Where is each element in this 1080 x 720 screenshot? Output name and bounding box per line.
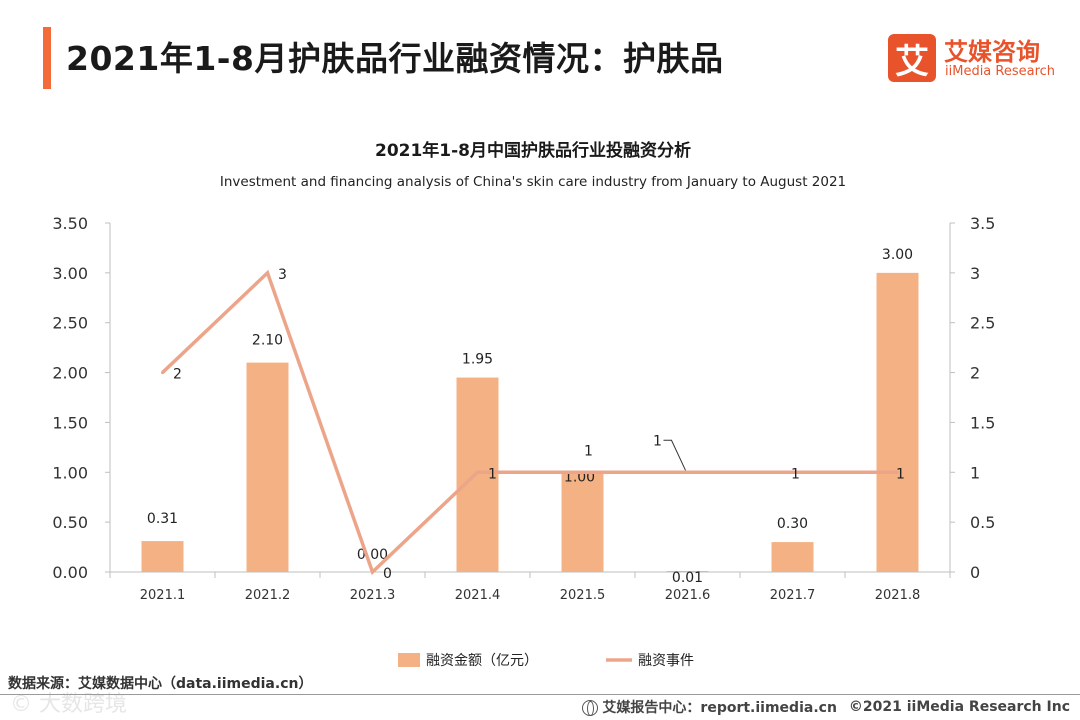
line-point bbox=[371, 570, 374, 574]
y-tick-right-label: 3 bbox=[970, 264, 980, 283]
y-tick-left-label: 0.50 bbox=[52, 513, 88, 532]
y-tick-right-label: 2.5 bbox=[970, 314, 995, 333]
logo-text-cn: 艾媒咨询 bbox=[944, 38, 1040, 66]
y-tick-left-label: 1.00 bbox=[52, 463, 88, 482]
bar bbox=[561, 472, 604, 572]
chart: 2021年1-8月中国护肤品行业投融资分析 Investment and fin… bbox=[52, 140, 995, 669]
y-tick-left-label: 3.00 bbox=[52, 264, 88, 283]
label-leader-line bbox=[663, 439, 686, 471]
bar bbox=[246, 362, 289, 572]
line-point bbox=[161, 371, 164, 375]
x-tick-label: 2021.1 bbox=[140, 588, 186, 603]
iimedia-logo: 艾 艾媒咨询 iiMedia Research bbox=[888, 34, 1063, 84]
bar-data-label: 2.10 bbox=[252, 333, 283, 349]
line-point bbox=[686, 470, 689, 474]
report-site-text: 艾媒报告中心：report.iimedia.cn bbox=[602, 700, 837, 716]
y-tick-right-label: 1.5 bbox=[970, 413, 995, 432]
line-data-label: 1 bbox=[653, 433, 662, 449]
watermark: © 大数跨境 bbox=[10, 692, 127, 717]
line-point bbox=[266, 271, 269, 275]
y-tick-right-label: 0 bbox=[970, 563, 980, 582]
y-tick-left-label: 1.50 bbox=[52, 413, 88, 432]
bar bbox=[456, 377, 499, 572]
bar bbox=[141, 541, 184, 572]
y-tick-left-label: 0.00 bbox=[52, 563, 88, 582]
x-tick-label: 2021.2 bbox=[245, 588, 291, 603]
chart-subtitle: Investment and financing analysis of Chi… bbox=[220, 174, 846, 190]
y-tick-right-label: 1 bbox=[970, 463, 980, 482]
legend-line-label: 融资事件 bbox=[638, 653, 694, 669]
footer: 艾媒报告中心：report.iimedia.cn ©2021 iiMedia R… bbox=[581, 697, 1070, 717]
x-tick-label: 2021.7 bbox=[770, 588, 816, 603]
bar-data-label: 1.95 bbox=[462, 352, 493, 368]
x-tick-label: 2021.5 bbox=[560, 588, 606, 603]
bar-data-label: 0.01 bbox=[672, 570, 703, 586]
line-data-label: 1 bbox=[896, 466, 905, 482]
bar bbox=[876, 272, 919, 572]
x-tick-label: 2021.8 bbox=[875, 588, 921, 603]
bar bbox=[771, 542, 814, 572]
y-tick-right-label: 3.5 bbox=[970, 214, 995, 233]
bar-data-label: 3.00 bbox=[882, 247, 913, 263]
bar bbox=[666, 571, 709, 572]
bar-data-label: 0.30 bbox=[777, 516, 808, 532]
chart-title: 2021年1-8月中国护肤品行业投融资分析 bbox=[375, 140, 691, 161]
x-tick-label: 2021.4 bbox=[455, 588, 501, 603]
line-data-label: 0 bbox=[383, 566, 392, 582]
line-data-label: 1 bbox=[791, 466, 800, 482]
logo-text-en: iiMedia Research bbox=[945, 64, 1056, 79]
y-tick-right-label: 0.5 bbox=[970, 513, 995, 532]
report-site: 艾媒报告中心：report.iimedia.cn bbox=[581, 697, 837, 717]
page-title: 2021年1-8月护肤品行业融资情况：护肤品 bbox=[66, 39, 724, 78]
y-tick-left-label: 2.00 bbox=[52, 364, 88, 383]
source-note: 数据来源：艾媒数据中心（data.iimedia.cn） bbox=[8, 676, 313, 692]
x-tick-label: 2021.3 bbox=[350, 588, 396, 603]
y-tick-right-label: 2 bbox=[970, 364, 980, 383]
line-point bbox=[476, 470, 479, 474]
title-accent-bar bbox=[43, 27, 51, 89]
footer-divider bbox=[0, 694, 1080, 695]
line-data-label: 1 bbox=[488, 466, 497, 482]
y-tick-left-label: 2.50 bbox=[52, 314, 88, 333]
bar-data-label: 0.31 bbox=[147, 511, 178, 527]
line-data-label: 1 bbox=[584, 443, 593, 459]
line-data-label: 3 bbox=[278, 267, 287, 283]
y-tick-left-label: 3.50 bbox=[52, 214, 88, 233]
line-data-label: 2 bbox=[173, 367, 182, 383]
line-series bbox=[161, 269, 898, 576]
logo-mark-icon: 艾 bbox=[888, 34, 936, 82]
legend-bar-swatch bbox=[398, 653, 420, 667]
globe-icon bbox=[581, 700, 598, 716]
line-point bbox=[581, 470, 584, 474]
copyright: ©2021 iiMedia Research Inc bbox=[848, 699, 1070, 715]
x-tick-label: 2021.6 bbox=[665, 588, 711, 603]
line-point bbox=[896, 470, 899, 474]
line-point bbox=[791, 470, 794, 474]
legend-bar-label: 融资金额（亿元） bbox=[426, 653, 538, 669]
